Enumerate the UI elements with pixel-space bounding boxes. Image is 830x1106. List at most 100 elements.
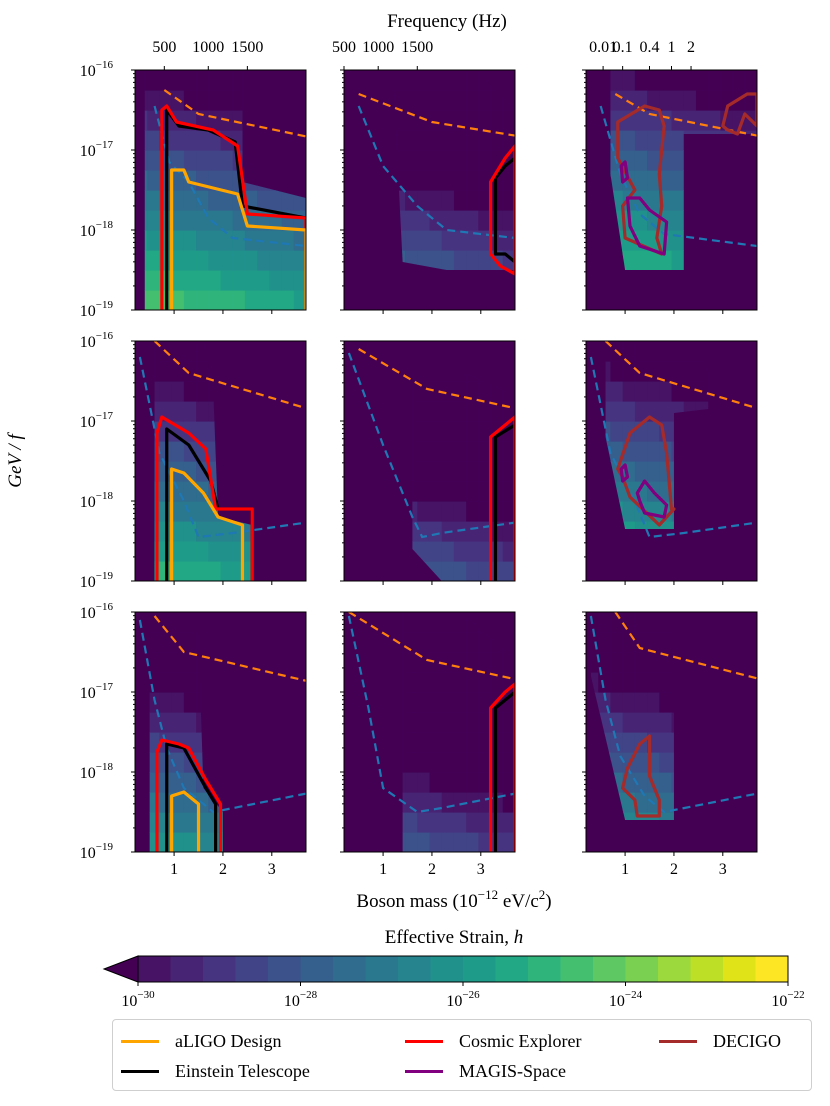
heat-cell <box>610 441 624 462</box>
heat-cell <box>417 712 431 733</box>
heat-cell <box>281 290 295 310</box>
heat-cell <box>417 461 431 482</box>
top-tick-label: 0.01 <box>589 39 617 56</box>
panel-r1-c2: 500 1000 1500 <box>332 39 516 314</box>
heat-cell <box>293 290 306 310</box>
heat-cell <box>622 732 636 753</box>
heat-cell <box>147 150 161 171</box>
heat-cell <box>659 692 673 713</box>
contour-cosmic-explorer <box>488 682 515 852</box>
heat-cell <box>695 90 709 111</box>
colorbar-level <box>138 956 171 982</box>
heat-cell <box>634 752 648 773</box>
heat-cell <box>478 381 492 402</box>
panel-frame <box>343 611 516 853</box>
heat-cell <box>171 230 185 251</box>
heat-cell <box>441 481 455 502</box>
heat-cell <box>417 792 431 813</box>
heat-cell <box>183 381 197 402</box>
heat-cell <box>466 772 479 793</box>
lower-bound-dashed-line <box>347 615 515 814</box>
heat-cell <box>622 812 636 820</box>
heat-cell <box>466 672 479 693</box>
heat-cell <box>610 732 624 753</box>
heat-cell <box>149 812 161 833</box>
heat-cell <box>502 230 515 251</box>
heat-cell <box>405 732 418 753</box>
heat-cell <box>453 712 467 733</box>
heat-cell <box>417 421 431 442</box>
heat-cell <box>478 481 492 502</box>
heat-cell <box>159 361 173 382</box>
heat-cell <box>149 832 161 852</box>
heat-cell <box>417 612 431 633</box>
heat-cell <box>441 732 455 753</box>
heat-cell <box>429 521 443 542</box>
contour-cosmic-explorer <box>155 415 254 581</box>
heat-cell <box>171 70 185 91</box>
heat-cell <box>183 812 197 833</box>
heat-cell <box>244 541 253 562</box>
heat-cell <box>622 521 636 529</box>
contour-magis-space <box>619 160 630 184</box>
heat-cell <box>466 170 479 191</box>
heat-cell <box>405 230 418 251</box>
heat-cell <box>610 421 624 442</box>
heat-cell <box>490 652 504 673</box>
heat-cell <box>441 401 455 422</box>
heat-cell <box>392 70 406 91</box>
heat-cell <box>634 70 648 91</box>
heat-cell <box>196 290 209 310</box>
panel-frame <box>343 69 516 311</box>
heat-cell <box>478 110 492 131</box>
heat-cell <box>610 401 624 422</box>
heat-cell <box>220 270 234 291</box>
heat-cell <box>208 230 222 251</box>
heat-cell <box>478 672 492 693</box>
heat-cell <box>659 401 673 422</box>
heat-cell <box>441 672 455 693</box>
heat-cell <box>634 692 648 713</box>
heat-cell <box>634 341 648 362</box>
heat-cell <box>402 752 406 773</box>
heat-cell <box>659 90 673 111</box>
heat-cell <box>269 230 283 251</box>
heat-cell <box>659 70 673 91</box>
heat-cell <box>159 632 173 653</box>
heat-cell <box>683 110 697 131</box>
heat-cell <box>478 441 492 462</box>
heat-cell <box>183 832 197 852</box>
heat-cell <box>622 381 636 402</box>
heat-cell <box>466 712 479 733</box>
heat-cell <box>634 381 648 402</box>
heat-cell <box>417 150 431 171</box>
heat-cell <box>147 290 161 310</box>
heat-cell <box>453 170 467 191</box>
heat-cell <box>220 521 234 542</box>
heat-cell <box>598 672 612 693</box>
heat-cell <box>417 772 431 793</box>
heat-cell <box>417 832 431 852</box>
heat-cell <box>171 752 185 773</box>
heat-cell <box>466 481 479 502</box>
heat-cell <box>183 130 197 151</box>
heat-cell <box>453 541 467 562</box>
heat-cell <box>417 521 431 542</box>
heat-cell <box>196 70 209 91</box>
heat-cell <box>147 170 161 191</box>
heat-cell <box>622 130 636 151</box>
heat-cell <box>417 672 431 693</box>
heat-cell <box>466 632 479 653</box>
heat-cell <box>417 190 431 211</box>
heat-cell <box>478 752 492 773</box>
heat-cell <box>269 290 283 310</box>
heat-cell <box>647 381 660 402</box>
heat-cell <box>502 501 515 522</box>
heat-cell <box>466 210 479 231</box>
heat-cell <box>208 110 222 131</box>
heat-cell <box>159 381 173 402</box>
heat-cell <box>196 90 209 111</box>
heat-cell <box>171 612 185 633</box>
panel-frame <box>134 69 307 311</box>
upper-bound-dashed-line <box>614 612 757 680</box>
